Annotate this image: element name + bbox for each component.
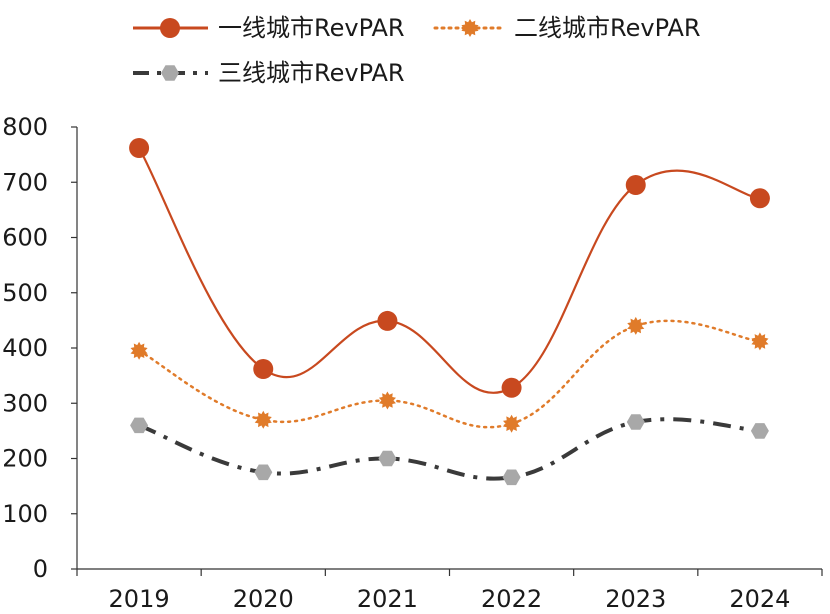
legend: 一线城市RevPAR 二线城市RevPAR 三线城市RevPAR bbox=[133, 14, 701, 87]
series-2 bbox=[130, 316, 769, 433]
data-point bbox=[502, 469, 521, 486]
legend-label-series-3: 三线城市RevPAR bbox=[218, 59, 405, 87]
data-point bbox=[751, 332, 769, 351]
legend-label-series-2: 二线城市RevPAR bbox=[514, 14, 701, 42]
y-tick-label: 100 bbox=[2, 500, 48, 528]
x-tick-label: 2021 bbox=[357, 585, 418, 613]
data-point bbox=[378, 450, 397, 467]
y-tick-label: 300 bbox=[2, 389, 48, 417]
data-point bbox=[503, 414, 521, 433]
axes: 0 100 200 300 400 500 600 700 800 2019 2020 2021 202… bbox=[2, 113, 823, 613]
legend-marker-series-1 bbox=[160, 18, 180, 38]
data-point bbox=[253, 358, 274, 379]
data-point bbox=[378, 391, 396, 410]
data-point bbox=[627, 316, 645, 335]
series-line-3 bbox=[138, 417, 761, 481]
legend-marker-series-3 bbox=[161, 65, 179, 81]
data-point bbox=[129, 137, 150, 158]
y-tick-label: 600 bbox=[2, 224, 48, 252]
legend-marker-series-2 bbox=[461, 19, 479, 37]
data-point bbox=[625, 175, 646, 196]
y-tick-label: 0 bbox=[33, 555, 48, 583]
x-tick-label: 2024 bbox=[729, 585, 790, 613]
x-tick-label: 2019 bbox=[109, 585, 170, 613]
data-point bbox=[501, 377, 522, 398]
legend-item-series-2: 二线城市RevPAR bbox=[433, 14, 701, 42]
data-point bbox=[626, 414, 645, 430]
y-tick-label: 800 bbox=[2, 113, 48, 141]
data-point bbox=[750, 423, 769, 439]
x-tick-label: 2023 bbox=[605, 585, 666, 613]
x-tick-label: 2020 bbox=[233, 585, 294, 613]
data-point bbox=[749, 188, 770, 209]
legend-item-series-1: 一线城市RevPAR bbox=[133, 14, 405, 42]
series-layer bbox=[129, 137, 770, 486]
series-1 bbox=[129, 137, 770, 398]
series-line-1 bbox=[138, 147, 761, 394]
y-tick-label: 200 bbox=[2, 445, 48, 473]
x-tick-label: 2022 bbox=[481, 585, 542, 613]
data-point bbox=[254, 410, 272, 429]
legend-item-series-3: 三线城市RevPAR bbox=[133, 59, 405, 87]
series-line-2 bbox=[137, 319, 762, 429]
series-3 bbox=[130, 414, 769, 486]
data-point bbox=[377, 310, 398, 331]
legend-label-series-1: 一线城市RevPAR bbox=[218, 14, 405, 42]
y-tick-label: 400 bbox=[2, 334, 48, 362]
data-point bbox=[130, 341, 148, 360]
y-tick-label: 500 bbox=[2, 279, 48, 307]
data-point bbox=[254, 464, 273, 481]
y-tick-label: 700 bbox=[2, 168, 48, 196]
data-point bbox=[130, 417, 149, 434]
